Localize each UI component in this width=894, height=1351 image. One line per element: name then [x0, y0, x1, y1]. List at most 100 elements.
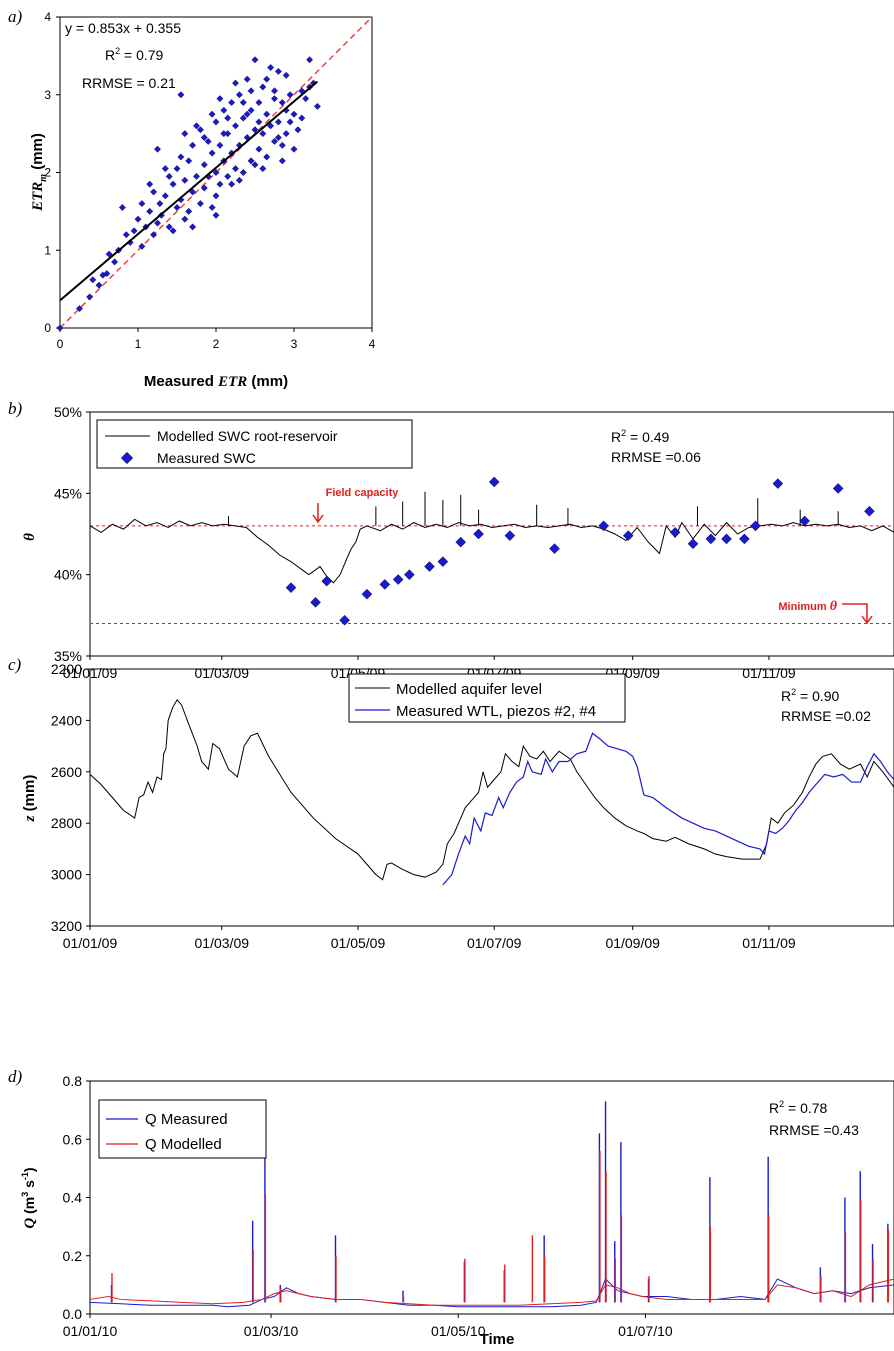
- y-title-unit: (mm): [29, 133, 46, 174]
- data-point: [255, 145, 263, 153]
- measured-swc-point: [705, 533, 717, 545]
- measured-swc-point: [549, 543, 560, 554]
- legend-label-modelled: Modelled aquifer level: [396, 681, 542, 698]
- panel-c-rrmse: RRMSE =0.02: [781, 708, 871, 724]
- data-point: [267, 122, 275, 130]
- data-point: [224, 114, 232, 122]
- data-point: [134, 215, 142, 223]
- y-tick-label: 0.6: [63, 1131, 83, 1147]
- data-point: [161, 165, 169, 173]
- data-point: [173, 204, 181, 211]
- legend-label-measured: Q Measured: [145, 1111, 228, 1128]
- y-tick-label: 2: [44, 166, 51, 180]
- x-title-unit: (mm): [247, 373, 288, 390]
- data-point: [165, 172, 173, 180]
- r2-value: = 0.90: [796, 688, 839, 704]
- x-tick-label: 2: [213, 337, 220, 351]
- x-tick-label: 01/01/10: [63, 1323, 118, 1339]
- data-point: [216, 180, 224, 188]
- panel-a-x-axis-title: Measured ETR (mm): [144, 373, 288, 390]
- x-tick-label: 01/03/10: [244, 1323, 299, 1339]
- panel-c-label: c): [8, 655, 22, 674]
- data-point: [111, 258, 119, 266]
- y-title-sup2: -1: [20, 1172, 30, 1180]
- modelled-swc-spikes: [227, 491, 839, 526]
- y-tick-label: 2600: [51, 764, 82, 780]
- y-tick-label: 40%: [54, 567, 82, 583]
- data-point: [247, 87, 255, 95]
- panel-c-y-axis-title: z (mm): [21, 775, 38, 823]
- panel-a-x-ticks: 0 1 2 3 4: [57, 328, 376, 351]
- data-point: [212, 169, 220, 176]
- data-point: [235, 176, 243, 184]
- data-point: [255, 118, 263, 126]
- data-point: [138, 242, 146, 250]
- panel-a-r2: R2 = 0.79: [105, 46, 164, 63]
- data-point: [247, 106, 255, 114]
- measured-swc-point: [321, 575, 333, 587]
- y-tick-label: 0.0: [63, 1306, 83, 1322]
- data-point: [220, 106, 228, 114]
- minimum-theta-arrow: [842, 603, 873, 625]
- data-point: [196, 200, 204, 208]
- data-point: [212, 211, 220, 219]
- data-point: [103, 270, 111, 278]
- legend-box: [98, 1099, 267, 1159]
- panel-b-r2: R2 = 0.49: [611, 428, 670, 445]
- measured-swc-point: [424, 561, 435, 572]
- x-tick-label: 01/11/09: [742, 935, 796, 951]
- data-point: [86, 293, 94, 301]
- y-tick-label: 35%: [54, 648, 82, 664]
- panel-a-label: a): [8, 7, 23, 26]
- measured-swc-point: [361, 588, 373, 600]
- x-title-var: ETR: [217, 374, 247, 390]
- panel-d-x-ticks: 01/01/10 01/03/10 01/05/10 01/07/10: [63, 1314, 673, 1339]
- data-point: [146, 180, 154, 188]
- y-tick-label: 1: [44, 243, 51, 257]
- panel-c-y-ticks: 2200 2400 2600 2800 3000 3200: [51, 661, 90, 934]
- panel-d: d) 0.0 0.2 0.4 0.6 0.8 01/01/10 01/03/10 01/05…: [8, 1067, 894, 1348]
- data-point: [138, 200, 146, 208]
- legend-label-measured: Measured SWC: [157, 450, 256, 466]
- y-tick-label: 4: [44, 10, 51, 24]
- data-point: [216, 95, 224, 103]
- regression-equation: y = 0.853x + 0.355: [65, 20, 181, 36]
- modelled-swc-line: [89, 518, 894, 584]
- data-point: [235, 91, 243, 99]
- panel-d-x-axis-title: Time: [480, 1331, 515, 1348]
- measured-swc-point: [832, 483, 844, 494]
- data-point: [89, 276, 97, 284]
- y-tick-label: 0.2: [63, 1248, 83, 1264]
- r2-sup: 2: [779, 1099, 784, 1109]
- data-point: [243, 75, 251, 83]
- x-tick-label: 1: [135, 337, 142, 351]
- data-point: [271, 87, 278, 95]
- panel-d-legend: Q Measured Q Modelled: [98, 1099, 267, 1159]
- y-title-var: Q: [22, 1218, 38, 1229]
- measured-swc-point: [739, 533, 750, 545]
- data-point: [239, 169, 247, 176]
- measured-swc-point: [339, 614, 350, 626]
- panel-c-legend: Modelled aquifer level Measured WTL, pie…: [348, 673, 626, 723]
- r2-r: R: [611, 429, 621, 445]
- data-point: [154, 145, 161, 153]
- panel-a-y-ticks: 0 1 2 3 4: [44, 10, 60, 335]
- measured-swc-point: [687, 538, 699, 550]
- q-modelled-line: [89, 1278, 894, 1306]
- y-title-unit: (m: [21, 1197, 37, 1218]
- data-point: [208, 110, 216, 118]
- y-tick-label: 2200: [51, 661, 82, 677]
- measured-swc-point: [504, 530, 516, 541]
- measured-swc-point: [310, 596, 321, 608]
- panel-b-y-ticks: 35% 40% 45% 50%: [54, 404, 90, 664]
- data-point: [251, 56, 259, 64]
- data-point: [173, 165, 181, 173]
- panel-d-y-axis-title: Q (m3 s-1): [20, 1167, 38, 1228]
- panel-b: b) 35%40%45%50% 01/01/09 01/03/09 01/05/09…: [8, 399, 894, 681]
- data-point: [302, 95, 310, 103]
- x-tick-label: 01/03/09: [195, 935, 250, 951]
- r2-value: = 0.79: [120, 47, 163, 63]
- data-point: [232, 165, 239, 173]
- panel-d-rrmse: RRMSE =0.43: [769, 1122, 859, 1138]
- measured-swc-point: [622, 530, 634, 541]
